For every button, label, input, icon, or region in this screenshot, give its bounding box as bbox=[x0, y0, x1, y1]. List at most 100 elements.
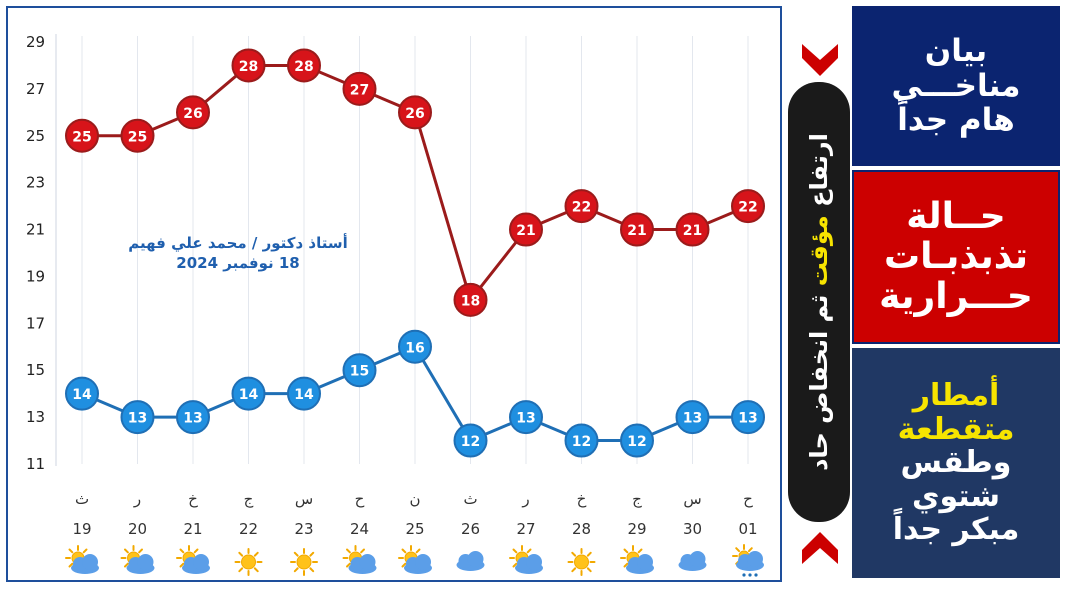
series-0-point bbox=[564, 189, 599, 224]
series-1-data-label: 14 bbox=[72, 387, 92, 403]
series-1-point bbox=[287, 376, 321, 411]
day-letter-label: ر bbox=[133, 490, 141, 508]
date-tick-label: 28 bbox=[572, 520, 591, 538]
day-letter-label: خ bbox=[577, 490, 587, 508]
series-1-data-label: 14 bbox=[294, 387, 314, 403]
day-letter-label: ن bbox=[409, 490, 420, 508]
series-0-data-label: 18 bbox=[461, 293, 480, 309]
panel-rain-forecast: أمطار متقطعة وطقس شتوي مبكر جداً bbox=[852, 348, 1060, 578]
series-1-data-label: 12 bbox=[572, 434, 591, 450]
date-tick-label: 24 bbox=[350, 520, 369, 538]
date-tick-label: 21 bbox=[183, 520, 202, 538]
series-1-data-label: 12 bbox=[627, 434, 646, 450]
panel-1-line-1: بيان bbox=[924, 32, 988, 69]
y-tick-label: 27 bbox=[26, 80, 45, 98]
y-tick-label: 19 bbox=[26, 267, 45, 285]
series-0-point bbox=[675, 212, 710, 247]
rain-icon bbox=[732, 544, 764, 577]
partly-cloudy-icon bbox=[176, 545, 210, 574]
series-1-data-label: 14 bbox=[239, 387, 259, 403]
series-0-point bbox=[509, 212, 543, 247]
day-letter-label: ج bbox=[244, 490, 254, 509]
series-1-point bbox=[398, 329, 432, 364]
cloud-icon bbox=[678, 551, 707, 571]
series-1-point bbox=[453, 423, 488, 458]
series-0-data-label: 28 bbox=[239, 59, 258, 75]
date-tick-label: 30 bbox=[683, 520, 702, 538]
series-1-point bbox=[342, 353, 377, 388]
series-0-point bbox=[176, 95, 210, 130]
series-1-data-label: 13 bbox=[183, 411, 202, 427]
partly-cloudy-icon bbox=[120, 545, 155, 574]
date-tick-label: 19 bbox=[72, 520, 91, 538]
date-tick-label: 01 bbox=[738, 520, 757, 538]
panel-3-line-3: وطقس شتوي bbox=[900, 445, 1012, 514]
day-letter-label: ث bbox=[463, 490, 477, 508]
sun-icon bbox=[234, 548, 263, 576]
date-tick-label: 29 bbox=[627, 520, 646, 538]
partly-cloudy-icon bbox=[509, 545, 543, 574]
chevron-down-icon bbox=[802, 44, 838, 76]
y-tick-label: 29 bbox=[26, 33, 45, 51]
panel-important-statement: بيان مناخـــي هام جداً bbox=[852, 6, 1060, 166]
series-1-point bbox=[65, 376, 99, 411]
series-1-point bbox=[564, 423, 599, 458]
date-tick-label: 25 bbox=[405, 520, 424, 538]
partly-cloudy-icon bbox=[65, 545, 99, 574]
author-name: أستاذ دكتور / محمد علي فهيم bbox=[128, 234, 348, 252]
panel-3-line-4: مبكر جداً bbox=[892, 512, 1020, 548]
y-tick-label: 11 bbox=[26, 455, 45, 473]
series-0-point bbox=[287, 48, 321, 83]
day-letter-label: ح bbox=[355, 490, 365, 508]
series-1-point bbox=[231, 376, 266, 411]
banner-text: ارتفاع مؤقت ثم انخفاض حاد bbox=[805, 133, 833, 471]
banner-part-2: مؤقت bbox=[805, 215, 833, 287]
y-tick-label: 23 bbox=[26, 174, 45, 192]
series-1-point bbox=[120, 400, 155, 435]
series-1-data-label: 13 bbox=[683, 411, 702, 427]
series-0-data-label: 25 bbox=[128, 129, 147, 145]
series-0-data-label: 22 bbox=[572, 200, 591, 216]
cloud-icon bbox=[456, 551, 485, 571]
panel-1-line-2: مناخـــي bbox=[891, 67, 1021, 104]
date-tick-label: 26 bbox=[461, 520, 480, 538]
author-credit: أستاذ دكتور / محمد علي فهيم 18 نوفمبر 20… bbox=[108, 234, 368, 273]
banner-part-3: ثم انخفاض حاد bbox=[805, 294, 833, 471]
series-1-point bbox=[509, 400, 543, 435]
series-0-data-label: 25 bbox=[72, 129, 91, 145]
panel-2-line-3: حـــرارية bbox=[879, 276, 1033, 318]
date-tick-label: 23 bbox=[294, 520, 313, 538]
y-tick-label: 13 bbox=[26, 408, 45, 426]
series-0-point bbox=[342, 71, 377, 106]
partly-cloudy-icon bbox=[620, 545, 654, 574]
series-0-data-label: 26 bbox=[183, 106, 202, 122]
vertical-banner: ارتفاع مؤقت ثم انخفاض حاد bbox=[788, 82, 850, 522]
series-1-data-label: 13 bbox=[516, 411, 535, 427]
chart-panel: 29 27 25 23 21 19 17 15 13 11 ث 19 ر 20 خ 21 ج 22 س 23 ح 24 ن 2… bbox=[6, 6, 782, 582]
chevron-up-icon bbox=[802, 532, 838, 564]
series-0-data-label: 26 bbox=[405, 106, 424, 122]
date-tick-label: 27 bbox=[516, 520, 535, 538]
y-tick-label: 25 bbox=[26, 127, 45, 145]
day-letter-label: ح bbox=[743, 490, 753, 508]
series-0-point bbox=[453, 282, 488, 317]
day-letter-label: خ bbox=[188, 490, 198, 508]
sun-icon bbox=[567, 548, 596, 576]
banner-part-1: ارتفاع bbox=[805, 133, 833, 207]
series-1-point bbox=[176, 400, 210, 435]
day-letter-label: س bbox=[295, 490, 313, 508]
y-tick-label: 21 bbox=[26, 221, 45, 239]
panel-temperature-fluctuation: حــالة تذبذبـات حـــرارية bbox=[852, 170, 1060, 344]
y-tick-label: 15 bbox=[26, 361, 45, 379]
series-1-data-label: 15 bbox=[350, 364, 369, 380]
series-0-point bbox=[620, 212, 654, 247]
series-0-point bbox=[65, 118, 99, 153]
day-letter-label: س bbox=[683, 490, 701, 508]
temperature-chart: 29 27 25 23 21 19 17 15 13 11 ث 19 ر 20 خ 21 ج 22 س 23 ح 24 ن 2… bbox=[26, 33, 765, 577]
series-0-data-label: 21 bbox=[683, 223, 702, 239]
series-1-point bbox=[675, 400, 710, 435]
day-letter-label: ر bbox=[521, 490, 529, 508]
series-1-data-label: 12 bbox=[461, 434, 480, 450]
series-0-point bbox=[231, 48, 266, 83]
panel-1-line-3: هام جداً bbox=[897, 102, 1015, 139]
